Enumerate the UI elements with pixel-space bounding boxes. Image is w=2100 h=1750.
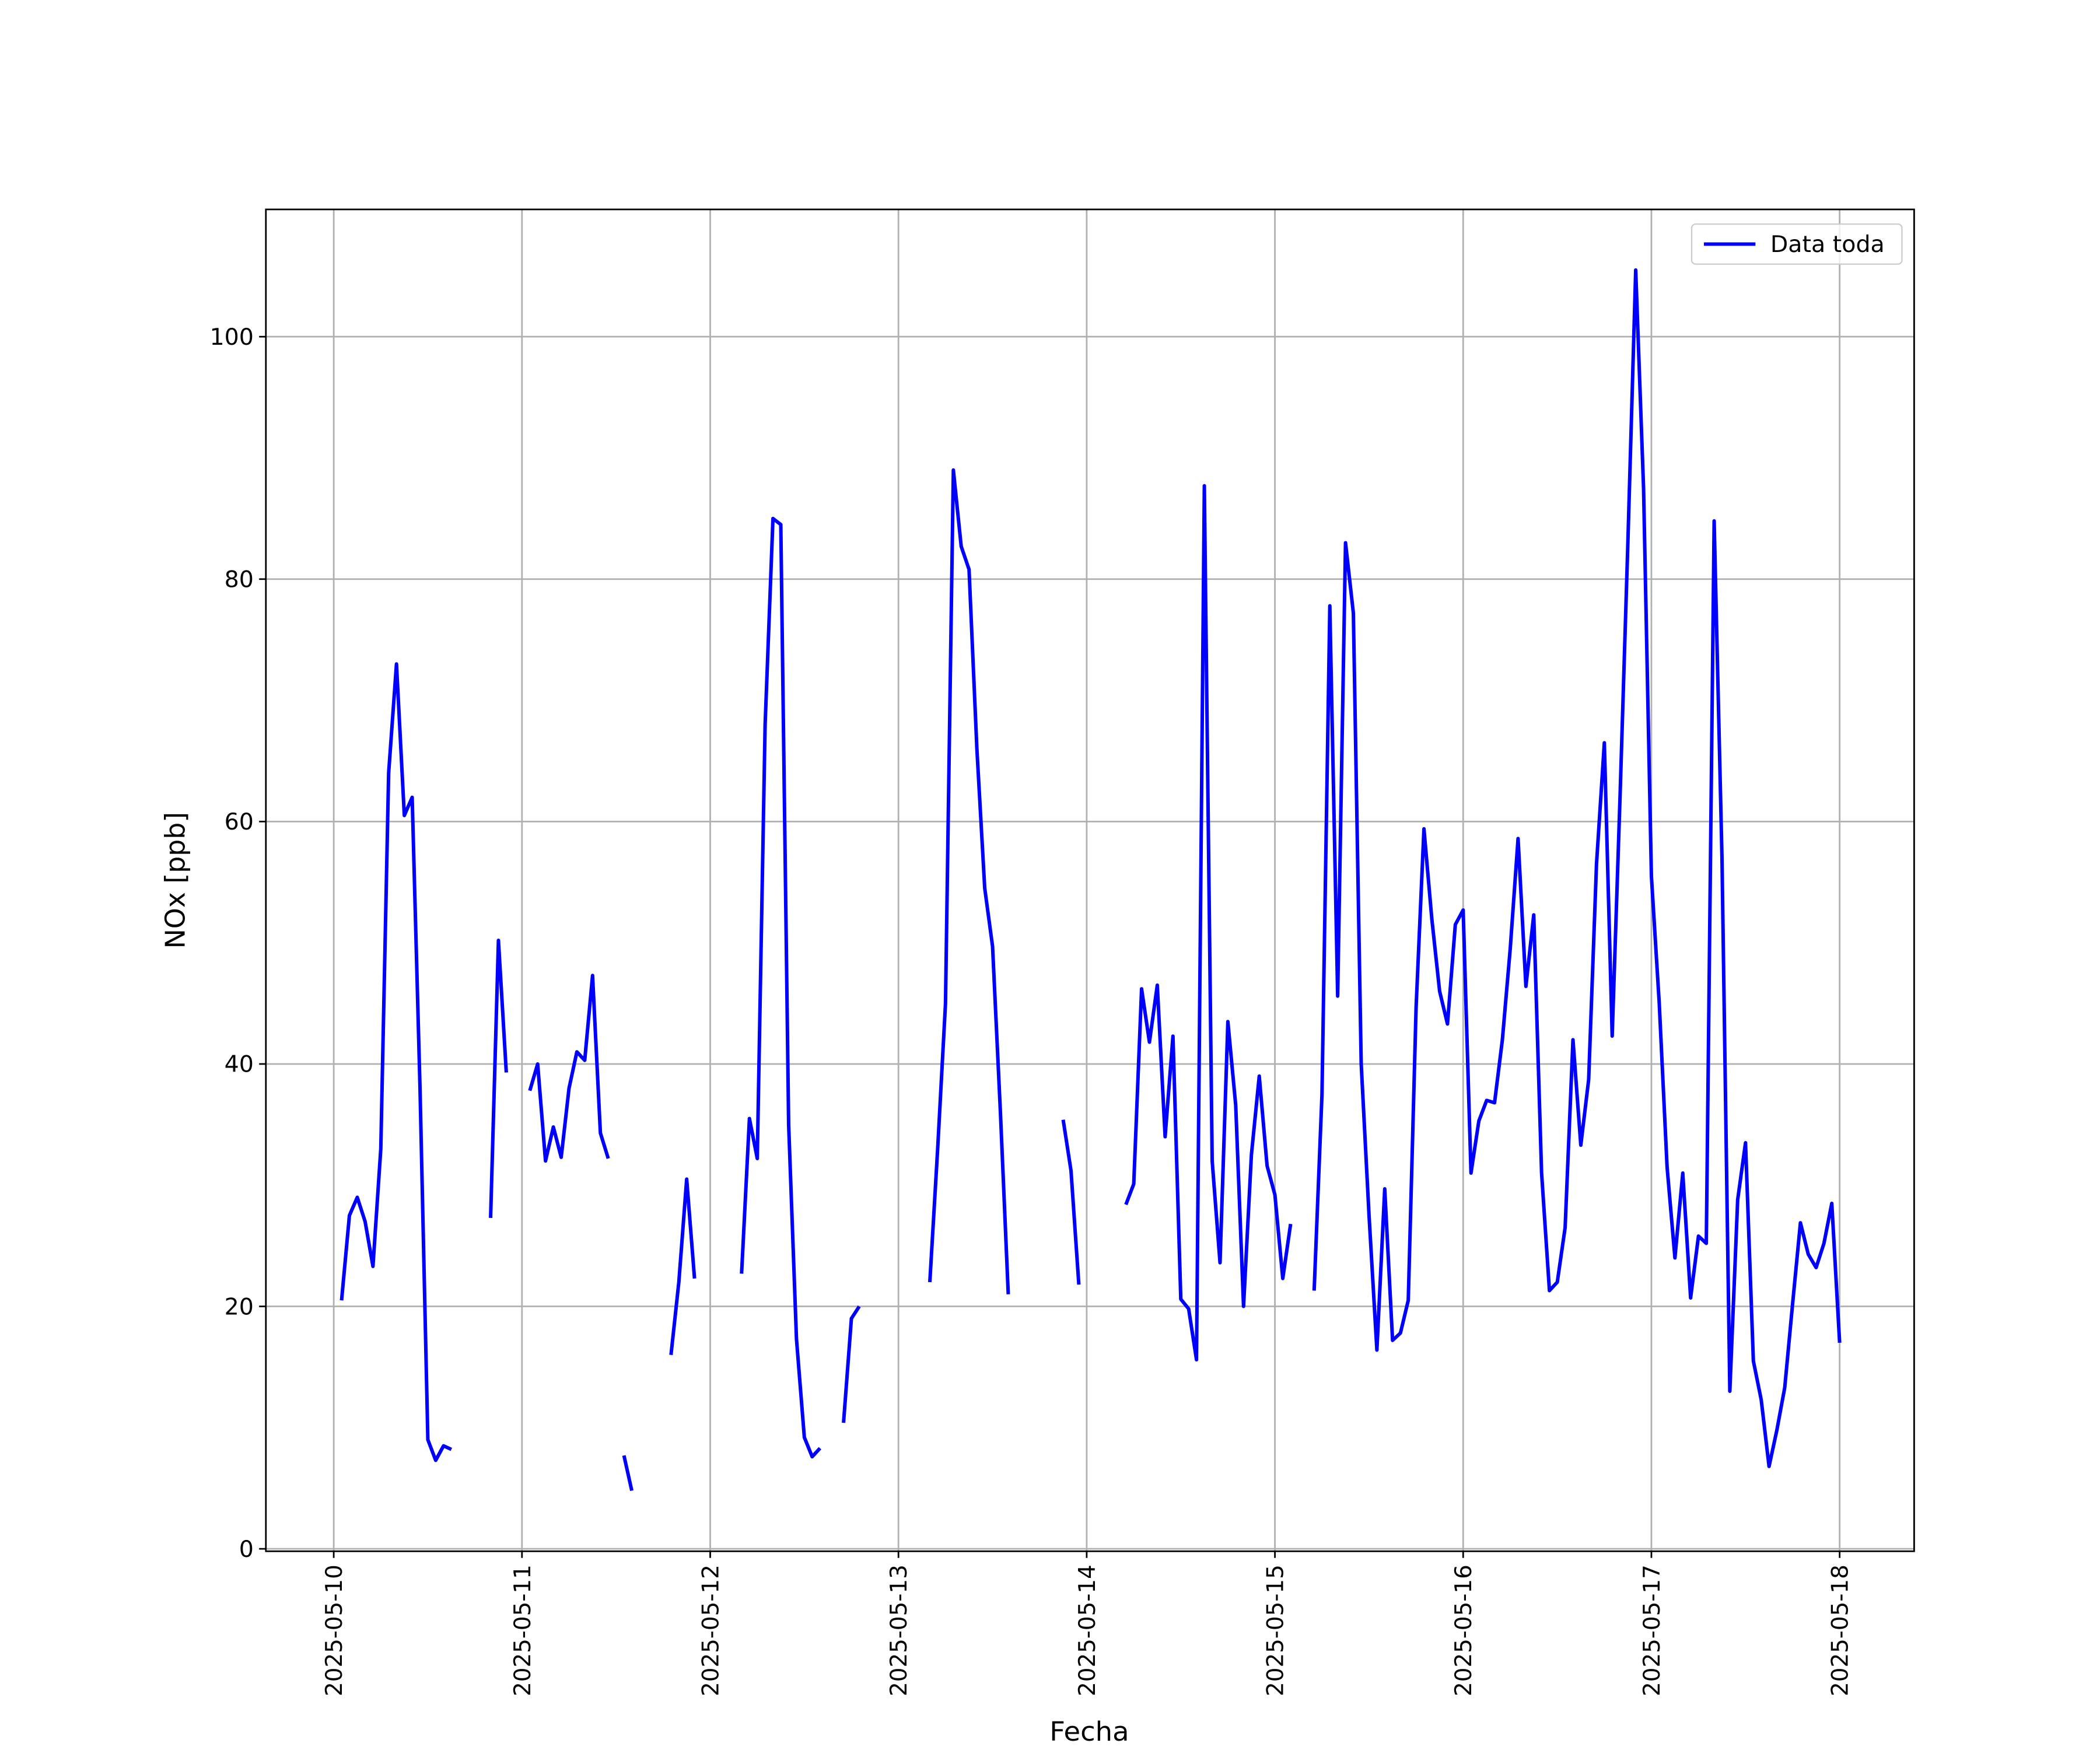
x-tick-label: 2025-05-15 [1262, 1564, 1289, 1696]
axes-frame [265, 208, 1915, 1552]
legend-label: Data toda [1770, 232, 1885, 258]
grid [265, 209, 1915, 1552]
y-tick-label: 80 [225, 567, 254, 593]
plot-area [340, 268, 1842, 1492]
x-tick-label: 2025-05-13 [886, 1564, 912, 1696]
x-tick-label: 2025-05-12 [698, 1564, 724, 1696]
x-tick-label: 2025-05-18 [1827, 1564, 1853, 1696]
y-tick-label: 0 [239, 1536, 254, 1563]
y-tick-label: 100 [209, 324, 253, 351]
x-tick-label: 2025-05-14 [1074, 1564, 1101, 1696]
x-tick-label: 2025-05-17 [1639, 1564, 1665, 1696]
y-tick-label: 20 [225, 1294, 254, 1321]
x-tick-label: 2025-05-10 [321, 1564, 348, 1696]
x-tick-label: 2025-05-16 [1451, 1564, 1477, 1696]
ticks: 0 20 40 60 80 100 2025-05-10 2025-05-11 2025-05-… [209, 324, 1853, 1696]
y-tick-label: 60 [225, 809, 254, 835]
y-axis-label: NOx [ppb] [159, 812, 191, 949]
x-axis-label: Fecha [1049, 1716, 1129, 1747]
y-tick-label: 40 [225, 1052, 254, 1078]
legend-box [1690, 223, 1903, 265]
legend: Data toda [1690, 223, 1903, 265]
x-tick-label: 2025-05-11 [509, 1564, 536, 1696]
data-line [340, 268, 1842, 1492]
